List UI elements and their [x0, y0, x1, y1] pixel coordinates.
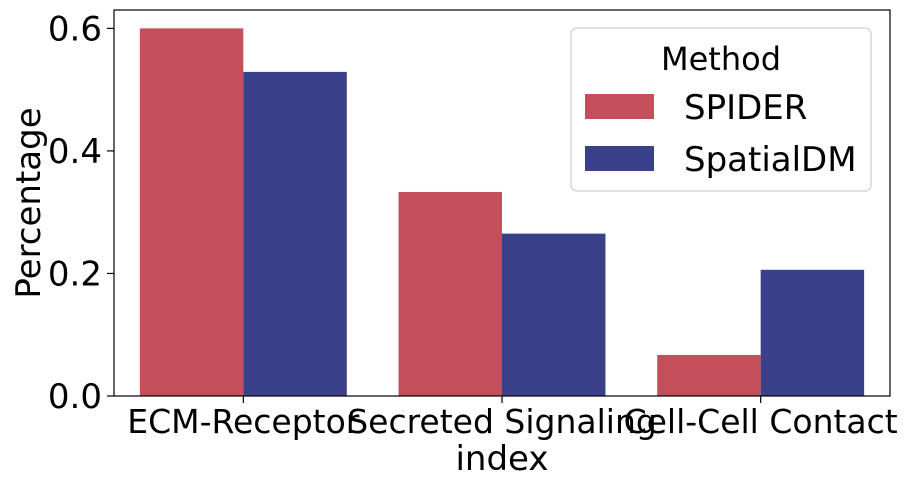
legend-label-spider: SPIDER [684, 88, 807, 128]
x-axis-label: index [455, 439, 548, 479]
legend-swatch-spider [585, 94, 654, 119]
legend: Method SPIDER SpatialDM [570, 27, 872, 192]
bar-spatialdm-secreted-signaling [502, 233, 606, 396]
y-axis-label: Percentage [9, 107, 49, 298]
y-tick-label: 0.6 [48, 9, 102, 49]
legend-title: Method [661, 40, 781, 78]
y-tick-label: 0.4 [48, 132, 102, 172]
y-tick-label: 0.0 [48, 377, 102, 417]
bar-spatialdm-cell-cell-contact [760, 269, 865, 396]
bar-spatialdm-ecm-receptor [243, 71, 347, 396]
x-tick-label: Secreted Signaling [347, 402, 657, 441]
y-axis: 0.0 0.2 0.4 0.6 [48, 9, 114, 417]
x-tick-label: ECM-Receptor [127, 402, 360, 441]
legend-swatch-spatialdm [585, 146, 654, 171]
bar-spider-cell-cell-contact [657, 354, 761, 396]
x-tick-label: Cell-Cell Contact [624, 402, 898, 441]
legend-label-spatialdm: SpatialDM [684, 140, 857, 180]
bars-layer [139, 28, 865, 397]
bar-spider-secreted-signaling [398, 191, 502, 396]
legend-items: SPIDER SpatialDM [585, 88, 857, 180]
bar-spider-ecm-receptor [139, 28, 244, 397]
y-tick-label: 0.2 [48, 254, 102, 294]
